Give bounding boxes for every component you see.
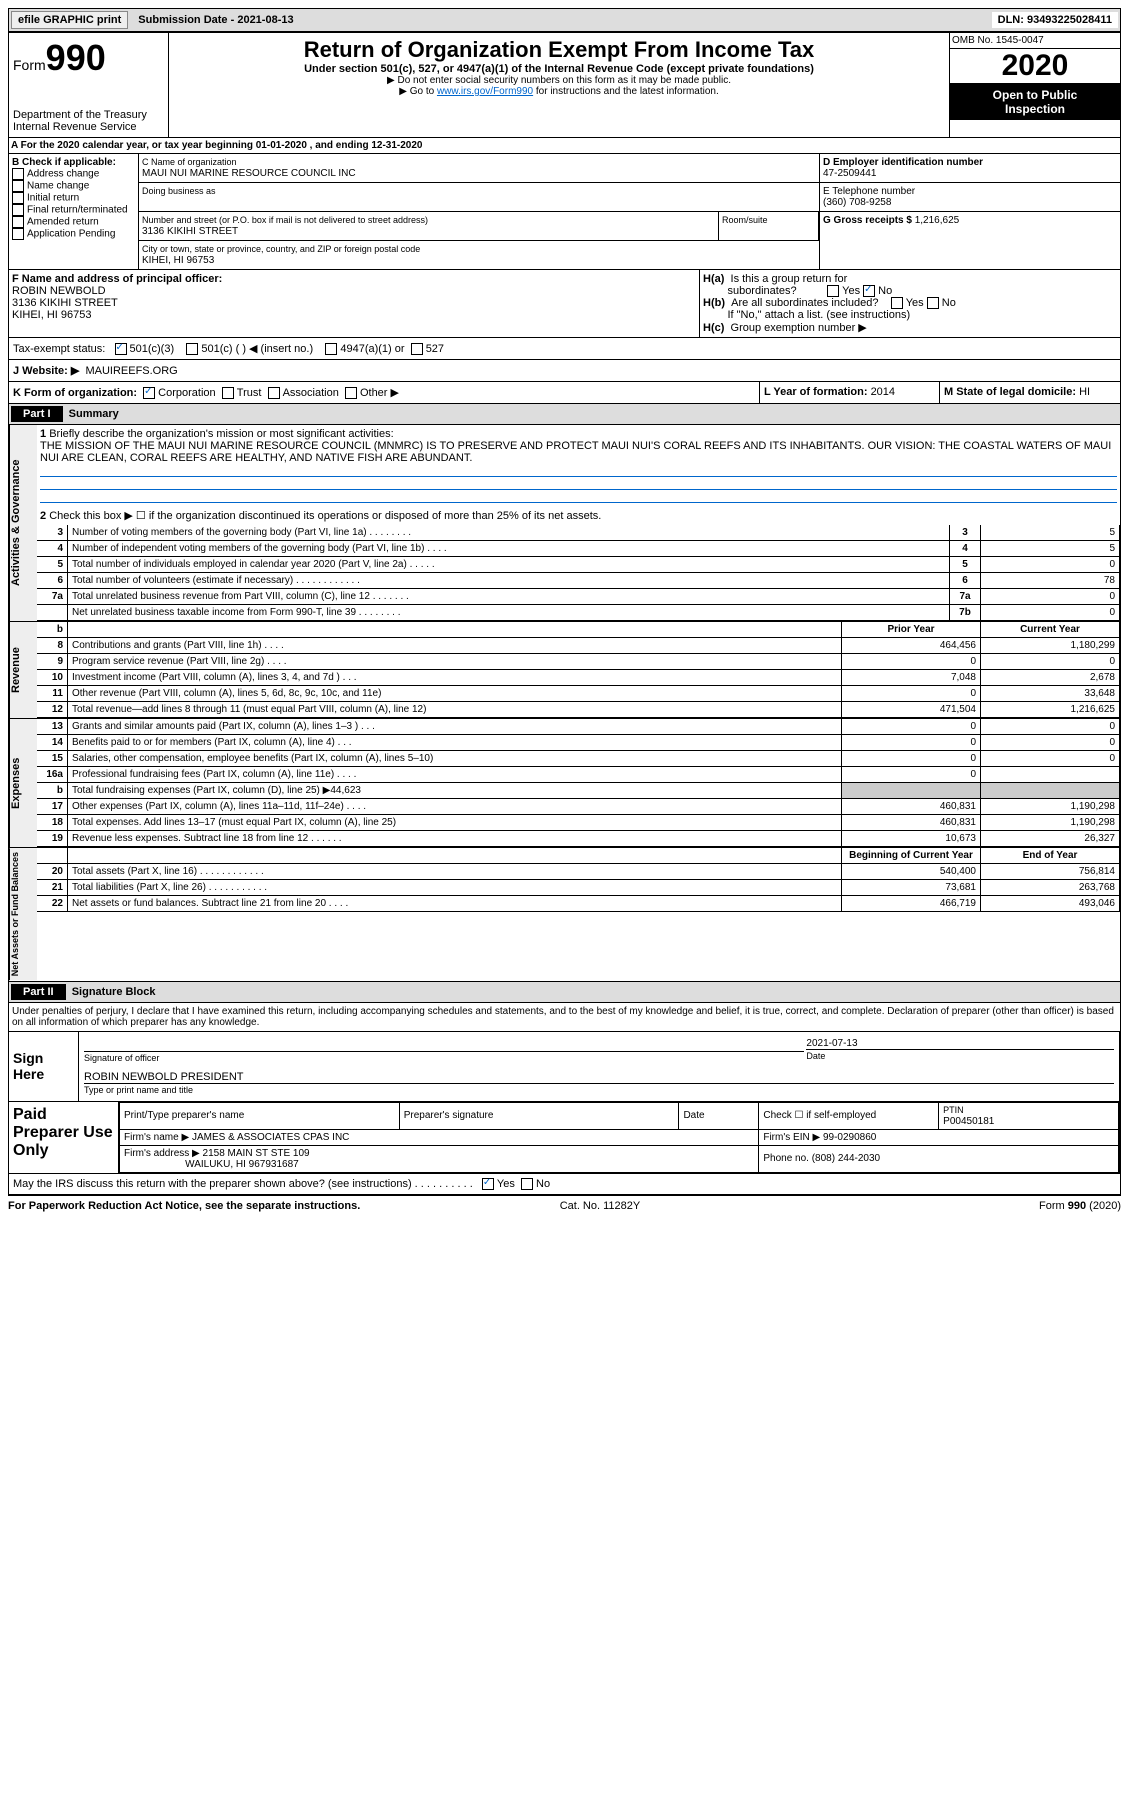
revenue-label: Revenue bbox=[9, 622, 37, 718]
form-number: Form990 bbox=[13, 37, 164, 79]
ein: 47-2509441 bbox=[823, 168, 876, 179]
form-990: Form990 Department of the Treasury Inter… bbox=[8, 32, 1121, 1196]
expenses-table: 13Grants and similar amounts paid (Part … bbox=[37, 719, 1120, 847]
mission-text: THE MISSION OF THE MAUI NUI MARINE RESOU… bbox=[40, 440, 1111, 464]
org-address: 3136 KIKIHI STREET bbox=[142, 226, 238, 237]
row-a-tax-year: A For the 2020 calendar year, or tax yea… bbox=[9, 138, 1120, 154]
open-public: Open to PublicInspection bbox=[950, 84, 1120, 120]
form-subtitle-1: Under section 501(c), 527, or 4947(a)(1)… bbox=[173, 63, 945, 75]
revenue-table: bPrior YearCurrent Year8Contributions an… bbox=[37, 622, 1120, 718]
form990-link[interactable]: www.irs.gov/Form990 bbox=[437, 86, 533, 97]
officer-name: ROBIN NEWBOLD bbox=[12, 285, 106, 297]
part2-header: Part II bbox=[11, 984, 66, 1000]
net-assets-label: Net Assets or Fund Balances bbox=[9, 848, 37, 980]
org-name: MAUI NUI MARINE RESOURCE COUNCIL INC bbox=[142, 168, 356, 179]
form-subtitle-2: ▶ Do not enter social security numbers o… bbox=[173, 75, 945, 86]
discuss-row: May the IRS discuss this return with the… bbox=[9, 1174, 1120, 1195]
irs-label: Internal Revenue Service bbox=[13, 121, 164, 133]
tax-exempt-row: Tax-exempt status: 501(c)(3) 501(c) ( ) … bbox=[9, 338, 1120, 360]
topbar: efile GRAPHIC print Submission Date - 20… bbox=[8, 8, 1121, 32]
gross-receipts: 1,216,625 bbox=[915, 215, 960, 226]
activities-governance-label: Activities & Governance bbox=[9, 425, 37, 621]
paid-preparer-label: Paid Preparer Use Only bbox=[9, 1102, 119, 1173]
phone: (360) 708-9258 bbox=[823, 197, 891, 208]
box-b: B Check if applicable: Address change Na… bbox=[9, 154, 139, 270]
dept-treasury: Department of the Treasury bbox=[13, 109, 164, 121]
form-subtitle-3: ▶ Go to www.irs.gov/Form990 for instruct… bbox=[173, 86, 945, 97]
form-title: Return of Organization Exempt From Incom… bbox=[173, 37, 945, 63]
netassets-table: Beginning of Current YearEnd of Year20To… bbox=[37, 848, 1120, 912]
efile-print-button[interactable]: efile GRAPHIC print bbox=[11, 11, 128, 29]
omb-number: OMB No. 1545-0047 bbox=[950, 33, 1120, 49]
footer: For Paperwork Reduction Act Notice, see … bbox=[8, 1196, 1121, 1216]
tax-year: 2020 bbox=[950, 49, 1120, 84]
org-city: KIHEI, HI 96753 bbox=[142, 255, 214, 266]
website: MAUIREEFS.ORG bbox=[85, 365, 177, 377]
part1-header: Part I bbox=[11, 406, 63, 422]
perjury-declaration: Under penalties of perjury, I declare th… bbox=[9, 1003, 1120, 1032]
sign-here-label: Sign Here bbox=[9, 1032, 79, 1102]
dln: DLN: 93493225028411 bbox=[992, 12, 1118, 28]
expenses-label: Expenses bbox=[9, 719, 37, 847]
summary-table: 3Number of voting members of the governi… bbox=[37, 525, 1120, 621]
submission-date-label: Submission Date - 2021-08-13 bbox=[132, 14, 299, 26]
website-row: J Website: ▶ MAUIREEFS.ORG bbox=[9, 360, 1120, 382]
